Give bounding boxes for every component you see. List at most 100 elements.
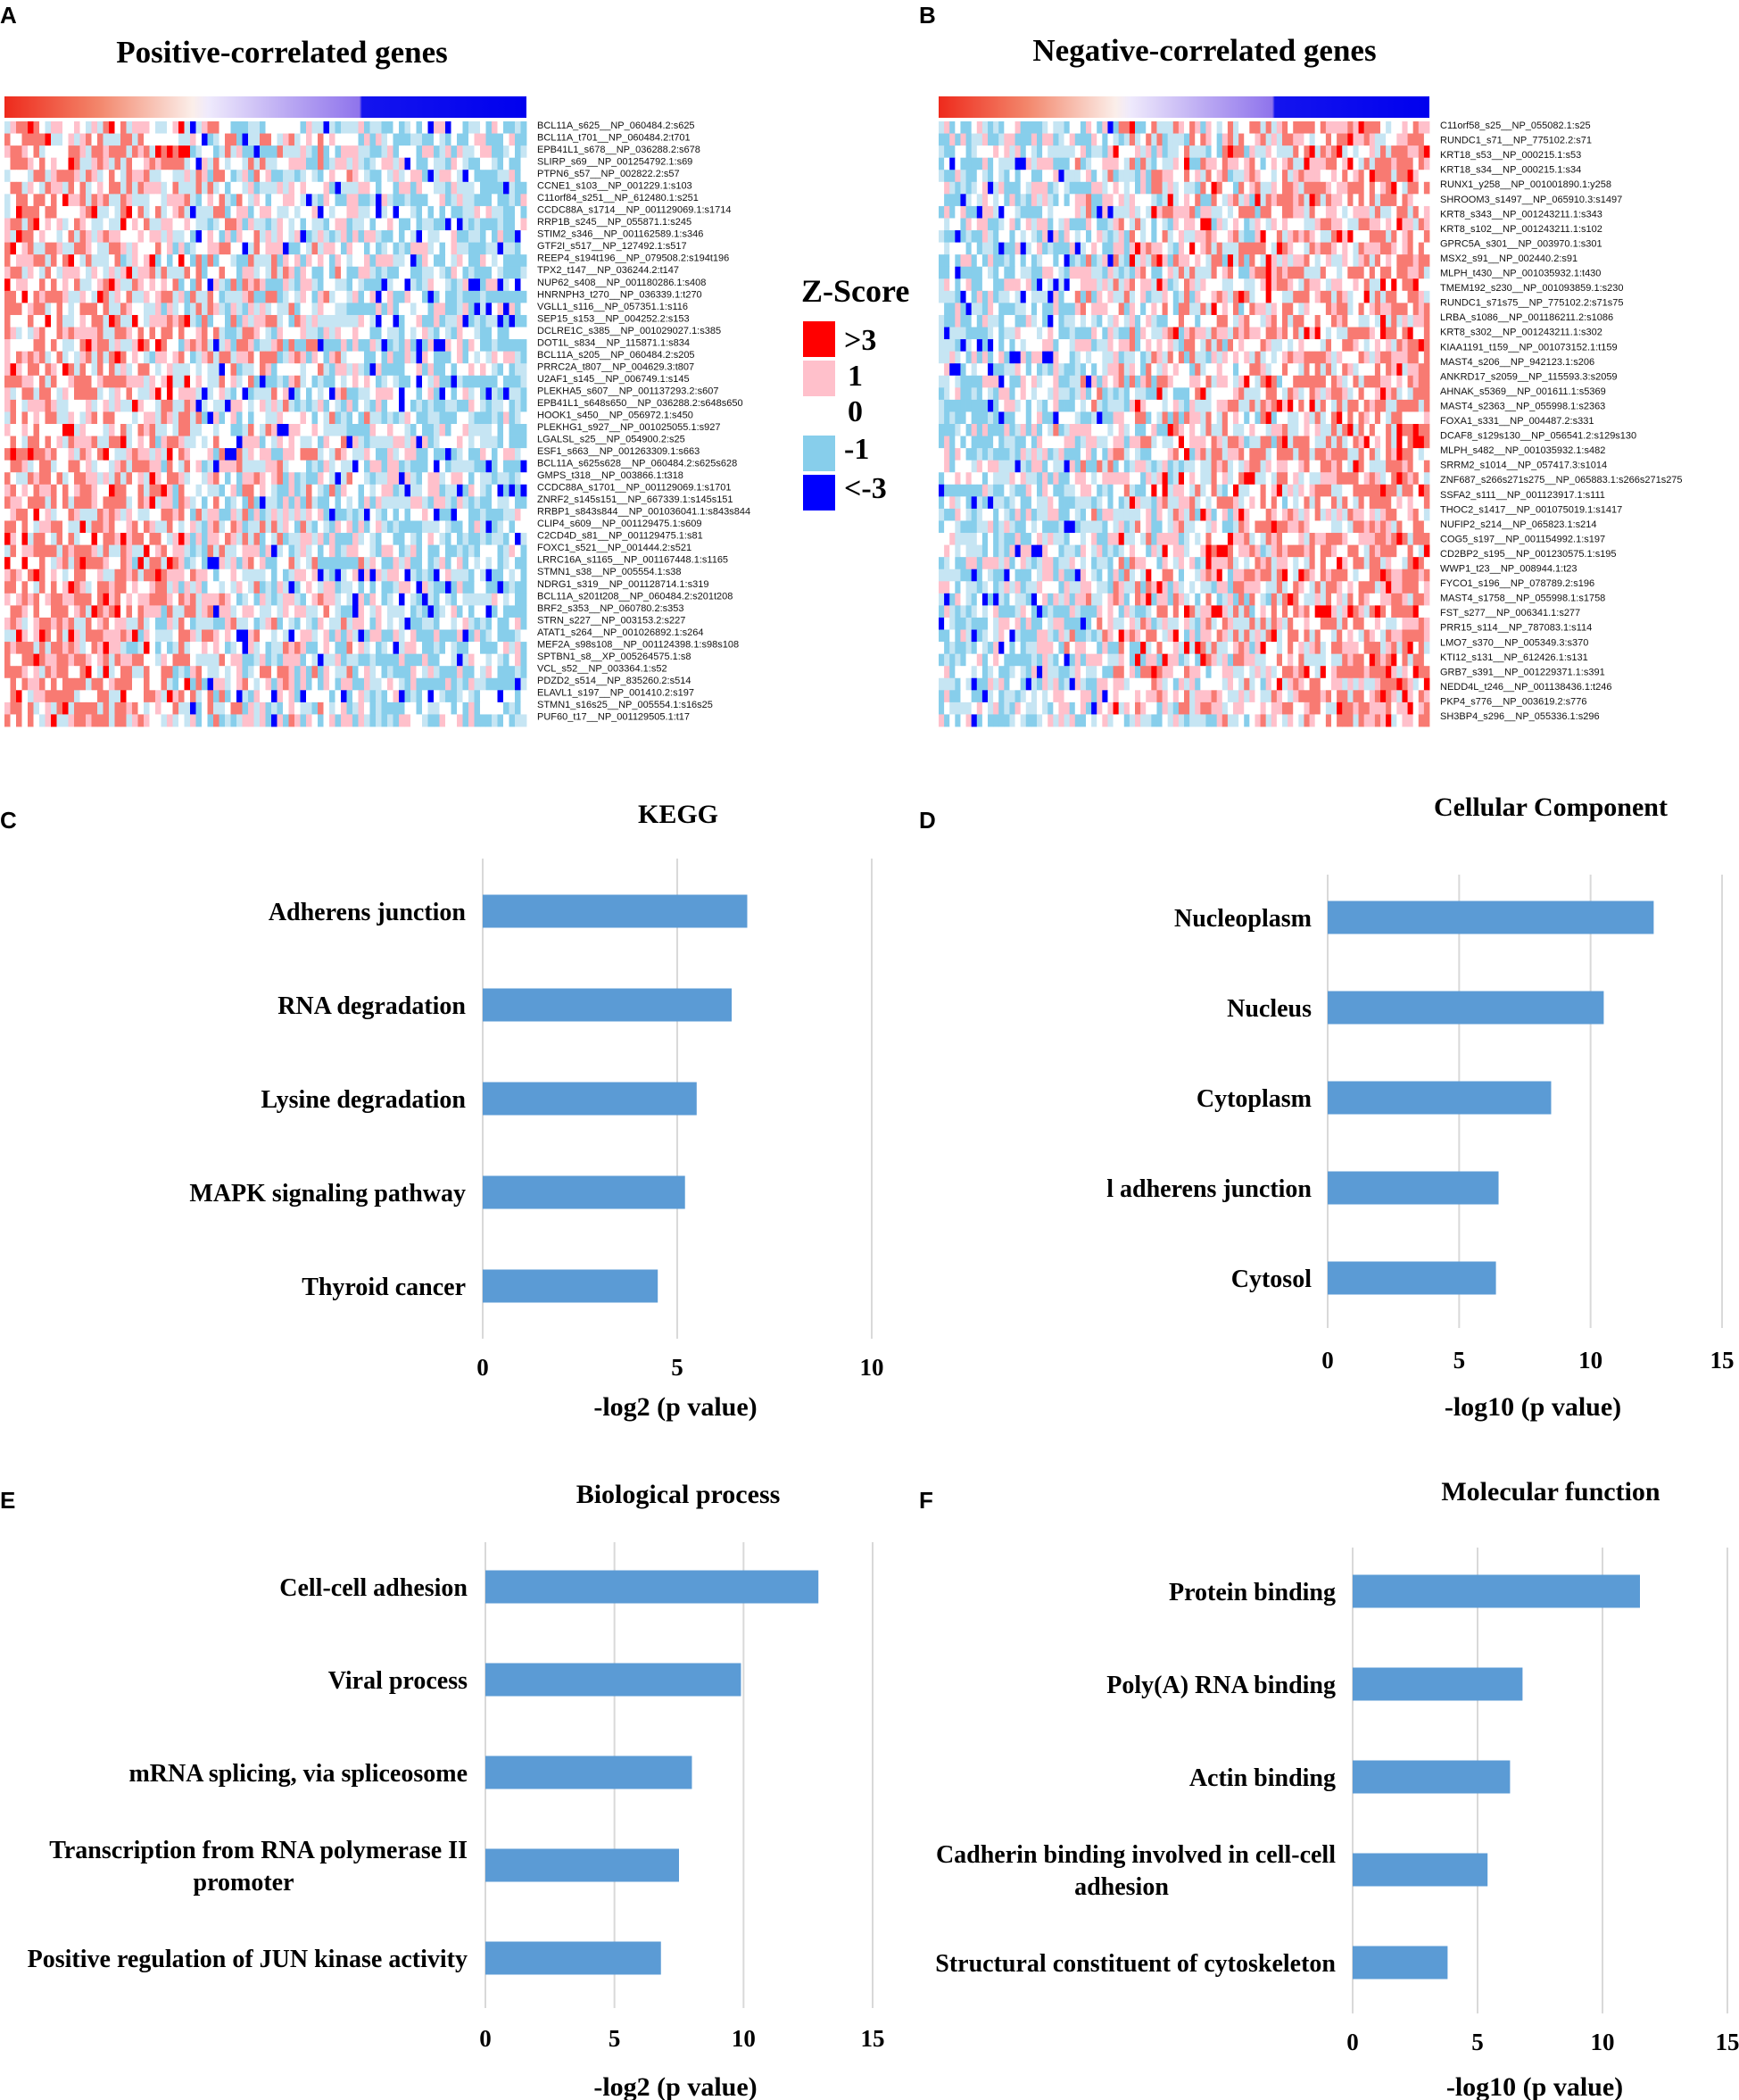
heatmap-cell <box>474 218 481 231</box>
heatmap-cell <box>155 363 161 377</box>
heatmap-cell <box>404 629 411 643</box>
heatmap-cell <box>1123 133 1130 146</box>
heatmap-cell <box>45 653 52 667</box>
heatmap-cell <box>949 133 956 146</box>
heatmap-cell <box>480 484 486 497</box>
heatmap-cell <box>515 157 521 170</box>
heatmap-cell <box>167 472 173 486</box>
heatmap-cell <box>195 557 203 570</box>
heatmap-cell <box>393 557 400 570</box>
heatmap-cell <box>1337 157 1343 170</box>
heatmap-cell <box>68 303 75 316</box>
heatmap-cell <box>91 544 98 558</box>
heatmap-cell <box>10 533 17 545</box>
heatmap-cell <box>161 520 168 534</box>
heatmap-cell <box>381 605 388 618</box>
heatmap-cell <box>16 399 22 412</box>
heatmap-cell <box>492 170 498 183</box>
heatmap-cell <box>346 387 353 401</box>
heatmap-cell <box>51 629 57 643</box>
heatmap-cell <box>346 278 353 292</box>
heatmap-cell <box>329 642 335 655</box>
heatmap-cell <box>51 290 57 303</box>
heatmap-cell <box>74 436 80 449</box>
heatmap-cell <box>236 714 243 727</box>
heatmap-a-annotation-bar <box>4 96 526 118</box>
heatmap-cell <box>318 205 324 219</box>
heatmap-cell <box>323 424 330 436</box>
heatmap-cell <box>457 339 463 353</box>
heatmap-cell <box>68 436 75 449</box>
heatmap-cell <box>1255 170 1261 183</box>
heatmap-cell <box>167 424 173 436</box>
heatmap-cell <box>1238 121 1245 134</box>
heatmap-cell <box>416 617 423 630</box>
heatmap-cell <box>260 629 266 643</box>
heatmap-cell <box>422 205 428 219</box>
heatmap-cell <box>509 642 516 655</box>
heatmap-cell <box>10 472 17 486</box>
heatmap-cell <box>62 605 69 618</box>
heatmap-cell <box>277 593 284 606</box>
heatmap-cell <box>393 387 400 401</box>
heatmap-cell <box>178 617 185 630</box>
heatmap-cell <box>225 581 231 594</box>
heatmap-cell <box>103 496 110 510</box>
heatmap-cell <box>132 266 138 279</box>
heatmap-cell <box>1265 145 1272 159</box>
heatmap-cell <box>503 230 509 243</box>
heatmap-cell <box>109 617 115 630</box>
heatmap-cell <box>474 436 481 449</box>
heatmap-cell <box>10 254 17 268</box>
heatmap-cell <box>492 242 498 255</box>
heatmap-cell <box>21 170 29 183</box>
heatmap-cell <box>137 170 145 183</box>
heatmap-cell <box>509 363 516 377</box>
heatmap-cell <box>236 533 243 545</box>
heatmap-cell <box>358 266 365 279</box>
heatmap-cell <box>399 605 405 618</box>
heatmap-cell <box>329 242 335 255</box>
heatmap-cell <box>184 484 191 497</box>
heatmap-cell <box>341 508 347 521</box>
heatmap-cell <box>155 544 161 558</box>
heatmap-cell <box>195 593 203 606</box>
heatmap-cell <box>277 170 284 183</box>
heatmap-cell <box>242 424 249 436</box>
heatmap-cell <box>341 327 347 340</box>
heatmap-cell <box>103 557 110 570</box>
heatmap-cell <box>503 351 509 364</box>
heatmap-cell <box>79 484 87 497</box>
heatmap-cell <box>155 121 161 134</box>
heatmap-cell <box>137 351 145 364</box>
heatmap-cell <box>311 375 319 388</box>
heatmap-cell <box>213 690 219 703</box>
heatmap-cell <box>1151 121 1157 134</box>
heatmap-cell <box>109 508 115 521</box>
heatmap-cell <box>271 314 277 328</box>
heatmap-cell <box>311 593 319 606</box>
heatmap-cell <box>4 145 11 159</box>
heatmap-cell <box>28 653 34 667</box>
heatmap-cell <box>74 448 80 461</box>
heatmap-cell <box>451 387 458 401</box>
heatmap-cell <box>515 339 521 353</box>
heatmap-row-label: PTPN6_s57__NP_002822.2:s57 <box>537 169 680 179</box>
heatmap-cell <box>474 605 481 618</box>
heatmap-cell <box>404 701 411 715</box>
heatmap-cell <box>271 399 277 412</box>
heatmap-cell <box>132 157 138 170</box>
heatmap-cell <box>358 424 365 436</box>
heatmap-cell <box>213 254 219 268</box>
heatmap-cell <box>1221 157 1229 170</box>
heatmap-cell <box>311 230 319 243</box>
heatmap-cell <box>144 484 150 497</box>
heatmap-cell <box>103 508 110 521</box>
heatmap-cell <box>277 690 284 703</box>
heatmap-cell <box>16 145 22 159</box>
heatmap-cell <box>509 266 516 279</box>
heatmap-cell <box>520 677 527 691</box>
heatmap-cell <box>439 230 446 243</box>
heatmap-cell <box>462 266 469 279</box>
heatmap-cell <box>248 194 254 207</box>
